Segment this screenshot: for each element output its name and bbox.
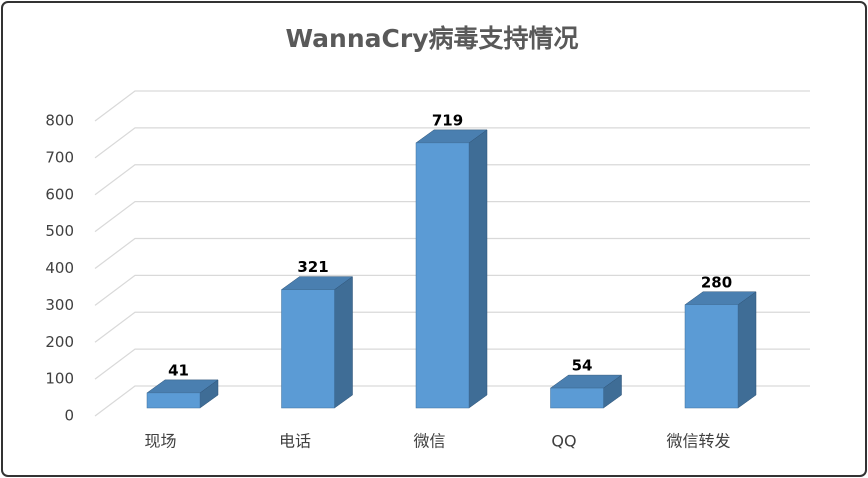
y-tick-label: 700 bbox=[45, 148, 74, 166]
chart-title: WannaCry病毒支持情况 bbox=[286, 24, 579, 53]
bar-side bbox=[334, 276, 353, 409]
y-tick-label: 300 bbox=[45, 296, 74, 314]
x-tick-label: 微信转发 bbox=[666, 432, 730, 451]
grid-line bbox=[94, 348, 810, 380]
value-label: 54 bbox=[572, 357, 593, 375]
x-tick-label: 现场 bbox=[144, 432, 176, 451]
grid-line bbox=[94, 274, 810, 306]
value-label: 719 bbox=[432, 111, 463, 129]
bar bbox=[281, 289, 335, 409]
value-label: 41 bbox=[168, 361, 189, 379]
bar-side bbox=[737, 291, 757, 409]
y-tick-label: 0 bbox=[64, 407, 74, 425]
grid-line bbox=[94, 127, 810, 159]
x-tick-label: QQ bbox=[551, 432, 576, 451]
y-tick-label: 800 bbox=[45, 112, 74, 130]
value-label: 321 bbox=[297, 258, 328, 276]
x-tick-label: 微信 bbox=[413, 432, 445, 451]
grid-line bbox=[94, 237, 810, 269]
bar bbox=[415, 142, 470, 409]
y-tick-label: 200 bbox=[45, 333, 74, 351]
grid-line bbox=[94, 164, 810, 196]
y-tick-label: 100 bbox=[45, 370, 74, 388]
x-tick-label: 电话 bbox=[279, 432, 311, 451]
grid-line bbox=[94, 90, 810, 122]
y-tick-label: 500 bbox=[45, 222, 74, 240]
y-tick-label: 600 bbox=[45, 185, 74, 203]
value-label: 280 bbox=[701, 273, 732, 291]
grid-line bbox=[94, 201, 810, 233]
bar bbox=[684, 304, 739, 409]
y-tick-label: 400 bbox=[45, 259, 74, 277]
bar bbox=[146, 392, 201, 409]
bar-side bbox=[468, 129, 488, 409]
bar bbox=[550, 387, 604, 409]
grid-line bbox=[94, 311, 810, 343]
